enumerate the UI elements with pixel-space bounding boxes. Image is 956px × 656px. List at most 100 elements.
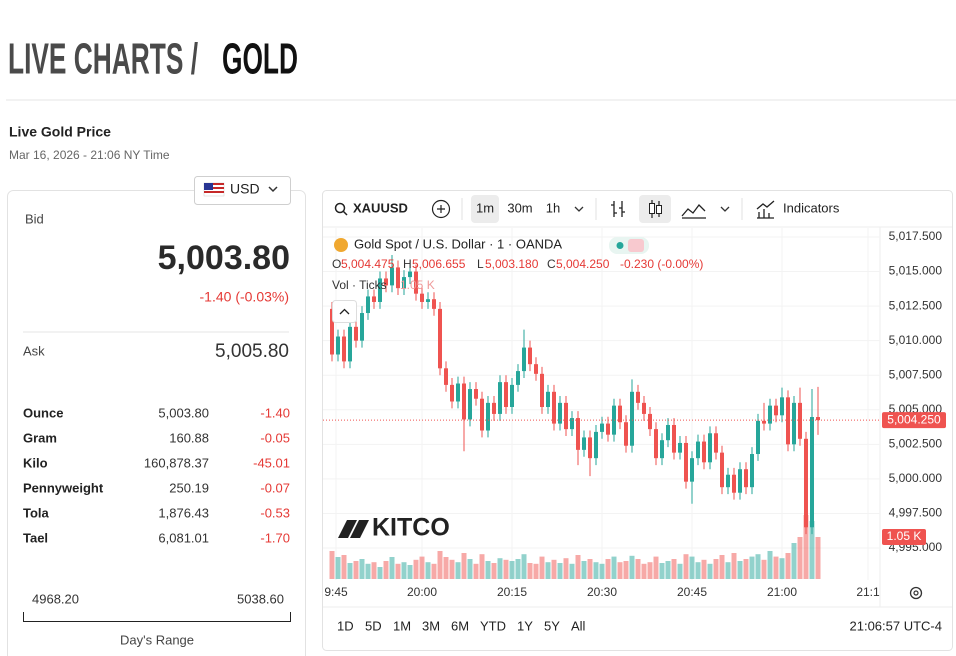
volume-bar bbox=[551, 559, 557, 579]
candle-body bbox=[600, 423, 604, 432]
candle-body bbox=[534, 364, 538, 374]
volume-bar bbox=[371, 562, 377, 579]
candle-body bbox=[516, 371, 520, 385]
unit-change: -1.70 bbox=[260, 530, 290, 545]
candle-body bbox=[492, 402, 496, 414]
unit-change: -45.01 bbox=[253, 455, 290, 470]
candle-body bbox=[582, 437, 586, 450]
x-tick-label: 9:45 bbox=[324, 585, 348, 599]
candle-body bbox=[420, 293, 424, 302]
toolbar: XAUUSD 1m 30m 1h Indicators bbox=[334, 195, 840, 223]
volume-bar bbox=[329, 551, 335, 579]
candle-body bbox=[336, 336, 340, 355]
x-tick-label: 20:45 bbox=[677, 585, 707, 599]
volume-bar bbox=[425, 562, 431, 579]
volume-bar bbox=[347, 563, 353, 579]
volume-bar bbox=[809, 521, 815, 579]
range-button[interactable]: All bbox=[571, 618, 586, 633]
candle-body bbox=[606, 423, 610, 435]
unit-change: -0.05 bbox=[260, 430, 290, 445]
unit-name: Ounce bbox=[23, 405, 63, 420]
range-button[interactable]: 6M bbox=[451, 618, 469, 633]
range-button[interactable]: 1Y bbox=[517, 618, 533, 633]
bar-style-icon[interactable] bbox=[611, 201, 625, 217]
settings-icon[interactable] bbox=[909, 586, 923, 600]
interval-button[interactable]: 1h bbox=[546, 200, 560, 215]
candle-body bbox=[744, 469, 748, 488]
candle-body bbox=[384, 278, 388, 286]
volume-bar bbox=[695, 562, 701, 579]
candle-body bbox=[408, 271, 412, 278]
volume-bar bbox=[335, 557, 341, 579]
unit-table: Ounce 5,003.80 -1.40 Gram 160.88 -0.05 Kilo 160… bbox=[23, 405, 290, 545]
logo-mark bbox=[338, 520, 369, 538]
range-button[interactable]: 1M bbox=[393, 618, 411, 633]
unit-price: 6,081.01 bbox=[158, 530, 209, 545]
area-icon[interactable] bbox=[681, 204, 706, 219]
volume-bar bbox=[605, 559, 611, 579]
candle-body bbox=[558, 402, 562, 424]
chevron[interactable] bbox=[574, 206, 584, 212]
range-bar bbox=[23, 612, 291, 622]
volume-bar bbox=[581, 561, 587, 579]
logo: KITCO bbox=[338, 514, 450, 542]
candle-body bbox=[378, 278, 382, 302]
compare-button[interactable] bbox=[431, 199, 451, 219]
ask-price: 5,005.80 bbox=[215, 341, 289, 362]
last-price-box bbox=[882, 412, 946, 429]
page-title: GOLD bbox=[222, 35, 298, 84]
volume-bar bbox=[647, 562, 653, 579]
ohlc-open: 5,004.475 bbox=[341, 257, 395, 271]
search-icon[interactable] bbox=[334, 202, 346, 214]
volume-legend: Vol · Ticks bbox=[332, 278, 387, 292]
section-title: Live Gold Price bbox=[9, 124, 111, 140]
candle-body bbox=[810, 417, 814, 528]
ohlc-low: 5,003.180 bbox=[485, 257, 539, 271]
unit-name: Pennyweight bbox=[23, 480, 104, 495]
currency-select[interactable]: USD bbox=[194, 176, 291, 205]
volume-bar bbox=[341, 555, 347, 579]
range-label: Day's Range bbox=[120, 632, 194, 647]
candle-body bbox=[528, 347, 532, 365]
search-icon bbox=[342, 210, 348, 216]
symbol[interactable]: XAUUSD bbox=[353, 200, 408, 215]
range-button[interactable]: 3M bbox=[422, 618, 440, 633]
range-button[interactable]: YTD bbox=[480, 618, 506, 633]
candle-body bbox=[750, 454, 754, 488]
candle-body bbox=[522, 347, 526, 372]
collapse-button[interactable] bbox=[332, 300, 357, 323]
range-button[interactable]: 5D bbox=[365, 618, 382, 633]
indicators-icon[interactable] bbox=[756, 200, 775, 219]
ohlc-key: O bbox=[332, 257, 341, 271]
candle-body bbox=[468, 389, 472, 420]
gear-icon[interactable] bbox=[909, 586, 923, 600]
market-open-dot bbox=[616, 242, 624, 249]
range-button[interactable]: 5Y bbox=[544, 618, 560, 633]
chevron[interactable] bbox=[720, 206, 730, 212]
volume-bar bbox=[611, 556, 617, 579]
volume-bar bbox=[599, 563, 605, 579]
volume-bar bbox=[719, 555, 725, 579]
timestamp: Mar 16, 2026 - 21:06 NY Time bbox=[9, 148, 170, 162]
volume-bar bbox=[701, 559, 707, 579]
ohlc-change: -0.230 (-0.00%) bbox=[620, 257, 703, 271]
volume-bar bbox=[653, 556, 659, 579]
candle-body bbox=[618, 405, 622, 423]
candle-body bbox=[648, 413, 652, 430]
volume-bar bbox=[791, 543, 797, 579]
indicators-button[interactable]: Indicators bbox=[783, 200, 840, 215]
interval-button[interactable]: 1m bbox=[476, 200, 494, 215]
volume-bar bbox=[479, 554, 485, 579]
volume-bar bbox=[515, 559, 521, 579]
volume-bar bbox=[569, 563, 575, 579]
volume-bar bbox=[731, 553, 737, 579]
volume-bar bbox=[377, 567, 383, 579]
candle-body bbox=[690, 458, 694, 482]
plus-icon bbox=[437, 205, 445, 213]
bid-price: 5,003.80 bbox=[158, 239, 290, 277]
candle-body bbox=[696, 441, 700, 459]
currency-label[interactable]: USD bbox=[230, 181, 260, 197]
flag-canton bbox=[204, 183, 213, 190]
range-button[interactable]: 1D bbox=[337, 618, 354, 633]
interval-button[interactable]: 30m bbox=[507, 200, 532, 215]
